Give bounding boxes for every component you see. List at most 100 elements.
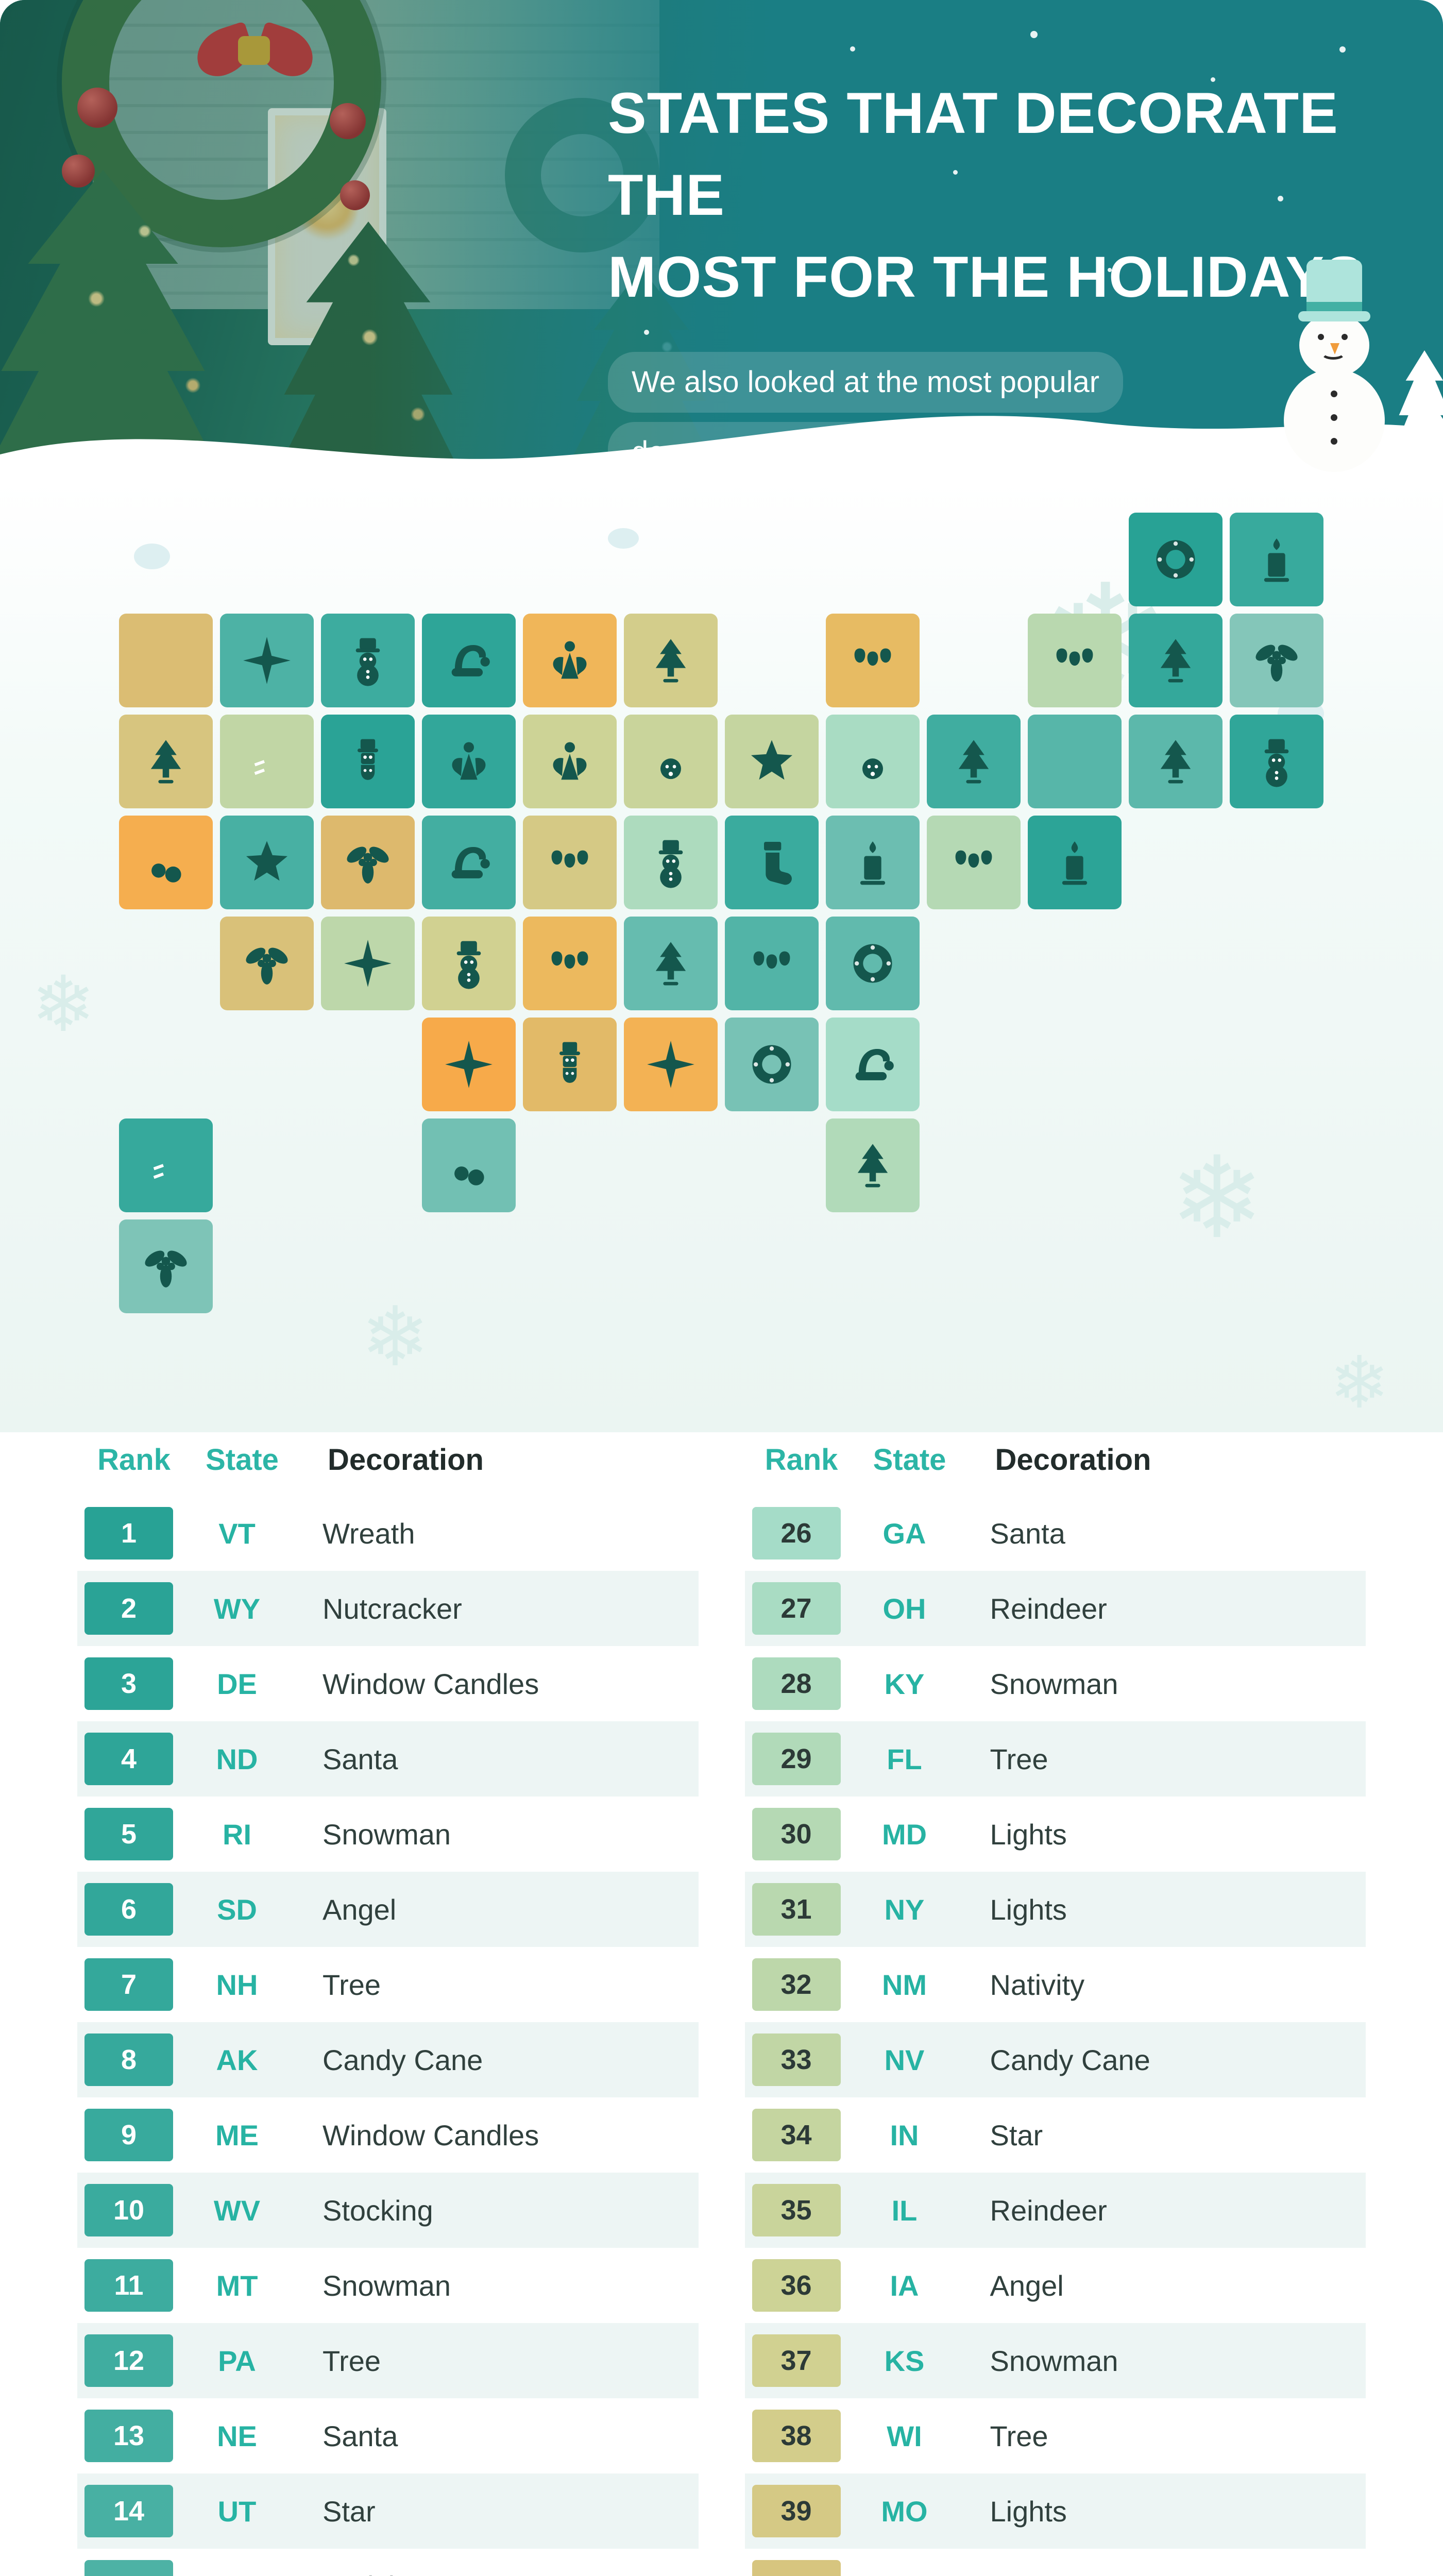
state-tile-nv: [220, 715, 314, 808]
rank-badge: 3: [84, 1657, 173, 1710]
rank-badge: 26: [752, 1507, 841, 1560]
lights-icon: [746, 938, 797, 989]
snowman-illustration: [1257, 260, 1443, 482]
decoration-name: Tree: [322, 2344, 381, 2377]
rank-badge: 6: [84, 1883, 173, 1936]
decoration-name: Reindeer: [990, 2194, 1107, 2227]
table-row: 40 ORTree: [744, 2549, 1366, 2576]
decoration-name: Window Candles: [322, 1667, 539, 1700]
decoration-name: Tree: [961, 2570, 1366, 2576]
angel-icon: [443, 736, 495, 787]
snowman-icon: [443, 938, 495, 989]
snow-dot: [1108, 268, 1112, 272]
state-abbr: RI: [223, 1818, 251, 1851]
candle-icon: [1049, 837, 1100, 888]
star-icon: [241, 837, 293, 888]
table-row: 10 WV Stocking: [77, 2173, 699, 2248]
rank-badge: 2: [84, 1582, 173, 1635]
state-column-header: State: [873, 1443, 946, 1477]
rank-badge: 12: [84, 2334, 173, 2387]
rank-badge: 13: [84, 2410, 173, 2462]
decoration-name: Lights: [990, 1818, 1067, 1851]
decoration-name: Lights: [990, 1893, 1067, 1926]
state-tile-nm: [321, 917, 415, 1010]
state-tile-nc: [725, 917, 819, 1010]
rank-badge: 5: [84, 1808, 173, 1860]
snow-dot: [1339, 46, 1346, 53]
decoration-column-header: Decoration: [328, 1443, 484, 1477]
table-row: 15 IDNativity: [77, 2549, 699, 2576]
snow-dot: [1278, 196, 1283, 201]
state-abbr: ID: [180, 2570, 294, 2576]
table-row: 5 RI Snowman: [77, 1797, 699, 1872]
decoration-name: Angel: [322, 1893, 397, 1926]
nativity-icon: [241, 635, 293, 686]
state-tile-ne: [422, 816, 516, 909]
garland-icon: [140, 837, 192, 888]
angel-icon: [544, 736, 596, 787]
table-row: 13 NE Santa: [77, 2398, 699, 2473]
state-tile-tx: [422, 1118, 516, 1212]
snow-hill-wave: [0, 416, 1443, 482]
state-abbr: MT: [216, 2269, 258, 2302]
tree-icon: [1150, 736, 1201, 787]
state-tile-tn: [624, 917, 718, 1010]
state-tile-ri: [1230, 715, 1323, 808]
decoration-name: Nativity: [294, 2570, 699, 2576]
state-column-header: State: [206, 1443, 279, 1477]
state-tile-mi: [826, 614, 920, 707]
state-tile-mo: [523, 816, 617, 909]
snow-dot: [850, 46, 855, 52]
state-abbr: NE: [217, 2419, 257, 2452]
table-row: 26 GA Santa: [744, 1496, 1366, 1571]
rank-badge: 28: [752, 1657, 841, 1710]
state-tile-co: [321, 816, 415, 909]
state-tile-in: [725, 715, 819, 808]
table-row: 35 IL Reindeer: [744, 2173, 1366, 2248]
candy-cane-icon: [241, 736, 293, 787]
snowflake-decoration: ❄: [1169, 1132, 1265, 1264]
lights-icon: [544, 837, 596, 888]
state-abbr: VT: [218, 1517, 256, 1550]
table-row: 3 DE Window Candles: [77, 1646, 699, 1721]
state-abbr: NY: [884, 1893, 925, 1926]
state-tile-vt: [1129, 513, 1223, 606]
snowflake-decoration: ❄: [361, 1289, 430, 1385]
state-abbr: MD: [881, 1818, 927, 1851]
table-row: 2 WY Nutcracker: [77, 1571, 699, 1646]
tree-icon: [140, 736, 192, 787]
state-abbr: ME: [215, 2119, 259, 2151]
garland-icon: [443, 1140, 495, 1191]
rank-badge: 34: [752, 2109, 841, 2161]
tree-icon: [1150, 635, 1201, 686]
state-tile-sd: [422, 715, 516, 808]
tree-icon: [948, 736, 999, 787]
santa-hat-icon: [847, 1039, 898, 1090]
state-tile-ar: [523, 917, 617, 1010]
decoration-name: Stocking: [322, 2194, 433, 2227]
state-tile-wy: [321, 715, 415, 808]
snow-blob: [608, 528, 639, 549]
rank-badge: 1: [84, 1507, 173, 1560]
candy-cane-icon: [140, 1140, 192, 1191]
decoration-name: Santa: [990, 1517, 1065, 1550]
candle-icon: [1251, 534, 1302, 585]
decoration-name: Snowman: [990, 2344, 1118, 2377]
table-row: 11 MT Snowman: [77, 2248, 699, 2323]
table-row: 38 WI Tree: [744, 2398, 1366, 2473]
decoration-name: Star: [322, 2495, 376, 2528]
reindeer-icon: [847, 736, 898, 787]
state-tile-ky: [624, 816, 718, 909]
rank-badge: 33: [752, 2033, 841, 2086]
mistletoe-icon: [342, 837, 394, 888]
rank-badge: 7: [84, 1958, 173, 2011]
nutcracker-icon: [342, 736, 394, 787]
wreath-icon: [746, 1039, 797, 1090]
mistletoe-icon: [1251, 635, 1302, 686]
table-row: 12 PA Tree: [77, 2323, 699, 2398]
decoration-name: Angel: [990, 2269, 1064, 2302]
state-tile-ut: [220, 816, 314, 909]
rank-badge: 14: [84, 2485, 173, 2537]
table-header: Rank State Decoration: [745, 1443, 1366, 1496]
